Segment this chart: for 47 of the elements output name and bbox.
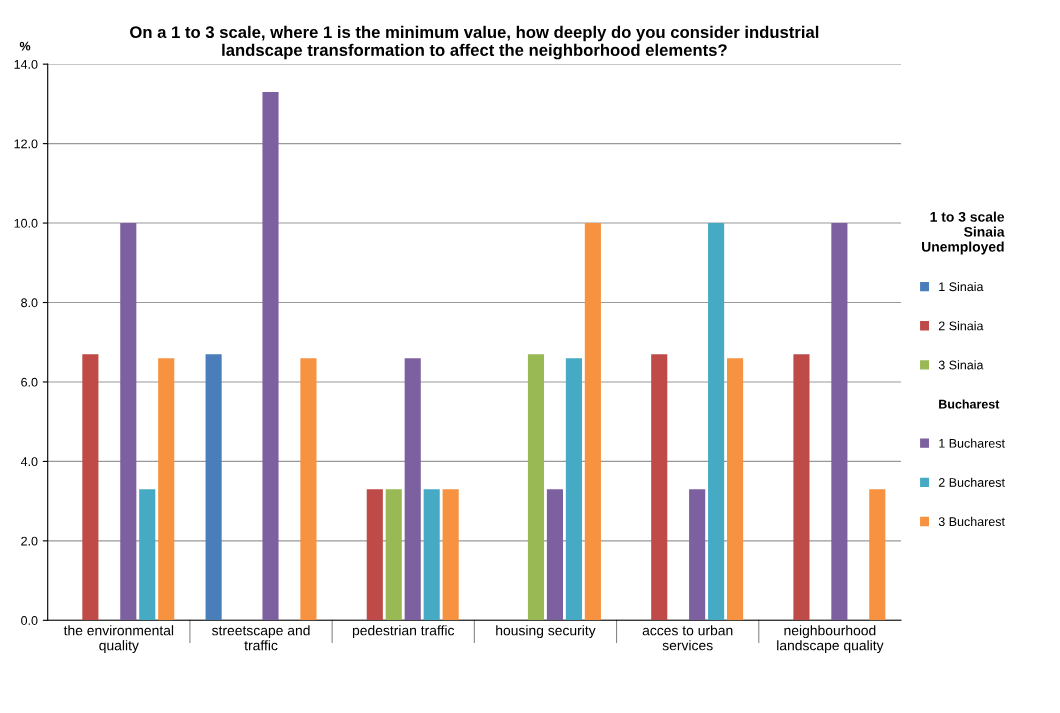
chart-title: On a 1 to 3 scale, where 1 is the minimum value, how deeply do you consider industrial landscape transformation to affect the neighborhood elements?: [130, 25, 819, 60]
bar: [793, 354, 810, 621]
bar: [727, 358, 744, 621]
bar: [546, 489, 563, 621]
x-tick-label: the environmental quality: [63, 625, 174, 654]
bar: [689, 489, 706, 621]
bar: [120, 223, 137, 621]
y-tick-label: 14.0: [14, 59, 38, 69]
x-tick-label: housing security: [496, 625, 596, 639]
bar: [158, 358, 175, 621]
bar: [423, 489, 440, 621]
y-tick-label: 0.0: [21, 616, 38, 625]
x-tick-label: neighbourhood landscape quality: [777, 625, 884, 654]
legend-label: 3 Bucharest: [938, 516, 1005, 527]
legend-label: 3 Sinaia: [938, 360, 984, 370]
bar: [262, 91, 279, 621]
bar: [205, 354, 222, 621]
x-tick-label: acces to urban services: [642, 625, 733, 651]
bar: [565, 358, 582, 621]
y-tick-label: 12.0: [14, 139, 38, 149]
text: Bucharest: [939, 399, 1000, 409]
bar: [366, 489, 383, 621]
bar: [385, 489, 402, 621]
x-tick-label: pedestrian traffic: [352, 625, 455, 639]
bar: [651, 354, 668, 621]
bar: [139, 489, 156, 621]
bar: [584, 223, 601, 621]
bar: [82, 354, 99, 621]
bar: [527, 354, 545, 621]
y-tick-label: 10.0: [14, 218, 38, 228]
bar: [442, 489, 459, 621]
bar: [831, 223, 848, 621]
x-tick-label: streetscape and traffic: [212, 625, 310, 651]
legend-label: 2 Bucharest: [938, 477, 1005, 487]
legend-label: 2 Sinaia: [938, 321, 984, 331]
bar: [404, 358, 421, 621]
bar: [869, 489, 886, 621]
y-tick-label: 4.0: [20, 457, 38, 467]
legend-label: 1 Bucharest: [939, 438, 1005, 448]
legend-title: 1 to 3 scale Sinaia Unemployed: [922, 211, 1005, 255]
y-tick-label: 2.0: [21, 536, 38, 546]
y-axis-title: %: [19, 41, 31, 51]
y-tick-label: 8.0: [21, 298, 38, 308]
bar: [708, 223, 725, 621]
legend-label: 1 Sinaia: [939, 281, 984, 292]
bar: [300, 358, 317, 621]
y-tick-label: 6.0: [21, 377, 38, 387]
